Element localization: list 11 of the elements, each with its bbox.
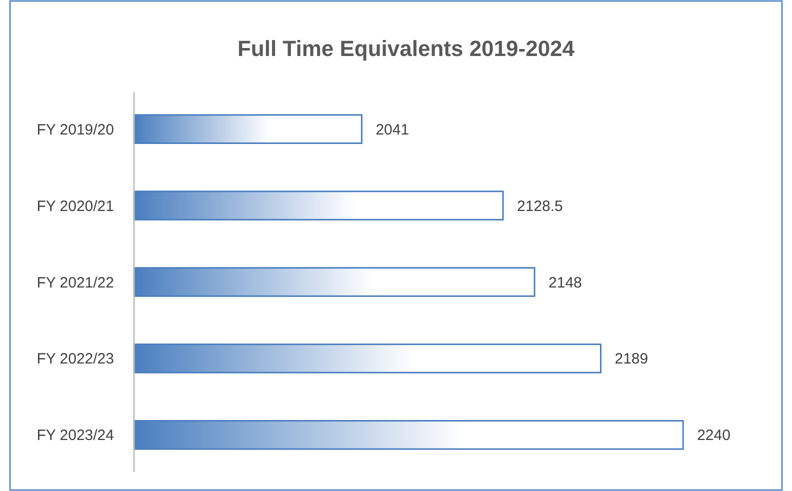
y-tick-label: FY 2020/21 bbox=[36, 198, 114, 215]
data-label: 2148 bbox=[548, 274, 582, 292]
y-tick-label: FY 2021/22 bbox=[36, 274, 114, 292]
y-tick-label: FY 2022/23 bbox=[36, 350, 114, 368]
chart-title: Full Time Equivalents 2019-2024 bbox=[237, 36, 576, 61]
y-tick-label: FY 2019/20 bbox=[36, 121, 114, 138]
data-label: 2240 bbox=[697, 427, 730, 444]
data-label: 2041 bbox=[376, 121, 410, 138]
data-label: 2189 bbox=[614, 350, 648, 368]
y-tick-label: FY 2023/24 bbox=[36, 427, 114, 444]
data-label: 2128.5 bbox=[517, 198, 563, 215]
